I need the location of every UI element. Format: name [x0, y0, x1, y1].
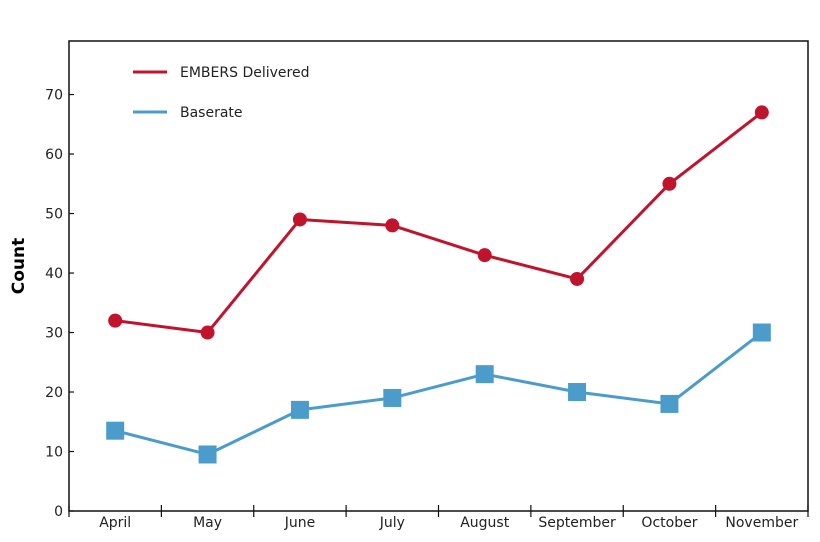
y-tick-label: 70 — [45, 88, 63, 104]
x-tick-label: September — [538, 515, 616, 531]
series-layer — [106, 105, 771, 464]
y-tick-label: 0 — [54, 504, 63, 520]
y-tick-label: 60 — [45, 147, 63, 163]
x-tick-label: November — [725, 515, 798, 531]
data-point — [292, 212, 307, 227]
data-point — [198, 445, 217, 464]
data-point — [200, 325, 215, 340]
data-point — [385, 218, 400, 233]
y-axis: 0 10 20 30 40 50 60 70 — [45, 88, 74, 520]
x-axis: April May June July August September October No… — [68, 505, 809, 531]
x-tick-label: August — [460, 515, 510, 531]
x-tick-label: April — [99, 515, 131, 531]
y-axis-title: Count — [9, 238, 29, 295]
x-tick-label: July — [379, 515, 405, 531]
data-point — [108, 313, 123, 328]
x-tick-label: June — [284, 515, 316, 531]
data-point — [662, 176, 677, 191]
series-embers-delivered — [108, 105, 769, 340]
y-tick-label: 30 — [45, 326, 63, 342]
data-point — [290, 400, 309, 419]
data-point — [477, 248, 492, 263]
legend-label: EMBERS Delivered — [180, 65, 309, 81]
data-point — [475, 365, 494, 384]
y-tick-label: 10 — [45, 445, 63, 461]
data-point — [383, 388, 402, 407]
data-point — [568, 383, 587, 402]
data-point — [754, 105, 769, 120]
data-point — [660, 394, 679, 413]
legend-label: Baserate — [180, 105, 243, 121]
data-point — [752, 323, 771, 342]
series-line — [114, 331, 763, 456]
x-tick-label: May — [193, 515, 222, 531]
legend: EMBERS Delivered Baserate — [133, 65, 309, 121]
y-tick-label: 50 — [45, 207, 63, 223]
series-baserate — [106, 323, 771, 464]
series-line — [114, 111, 763, 335]
y-tick-label: 20 — [45, 385, 63, 401]
x-tick-label: October — [641, 515, 697, 531]
y-tick-label: 40 — [45, 266, 63, 282]
data-point — [106, 421, 125, 440]
data-point — [570, 271, 585, 286]
